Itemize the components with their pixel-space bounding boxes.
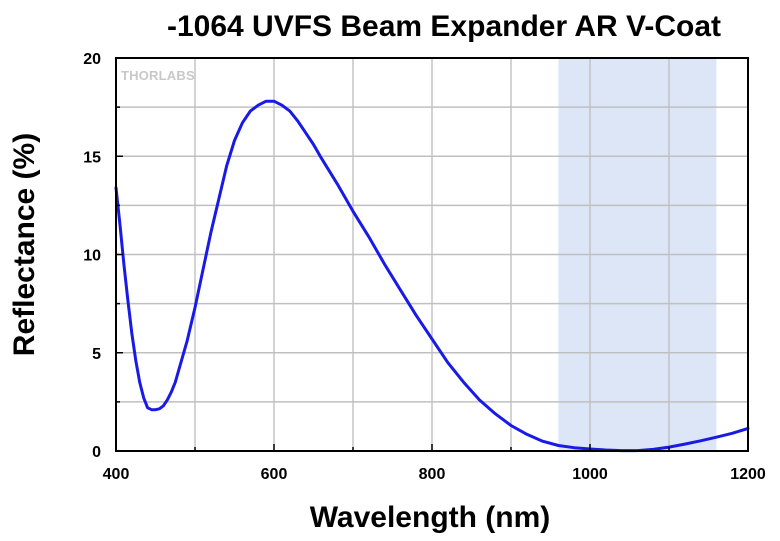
x-tick-label: 600 (261, 466, 288, 483)
chart-title: -1064 UVFS Beam Expander AR V-Coat (167, 10, 721, 43)
reflectance-series-line (114, 99, 750, 453)
y-tick-label: 15 (83, 149, 101, 166)
y-tick-label: 10 (83, 248, 101, 265)
y-tick-label: 0 (92, 444, 101, 461)
x-tick-label: 800 (419, 466, 446, 483)
y-tick-label: 5 (92, 346, 101, 363)
y-axis-label: Reflectance (%) (8, 133, 41, 356)
x-tick-label: 1000 (572, 466, 608, 483)
thorlabs-watermark: THORLABS (121, 68, 195, 83)
x-tick-label: 400 (103, 466, 130, 483)
x-axis-label: Wavelength (nm) (310, 501, 551, 534)
y-tick-label: 20 (83, 51, 101, 68)
x-tick-label: 1200 (730, 466, 766, 483)
